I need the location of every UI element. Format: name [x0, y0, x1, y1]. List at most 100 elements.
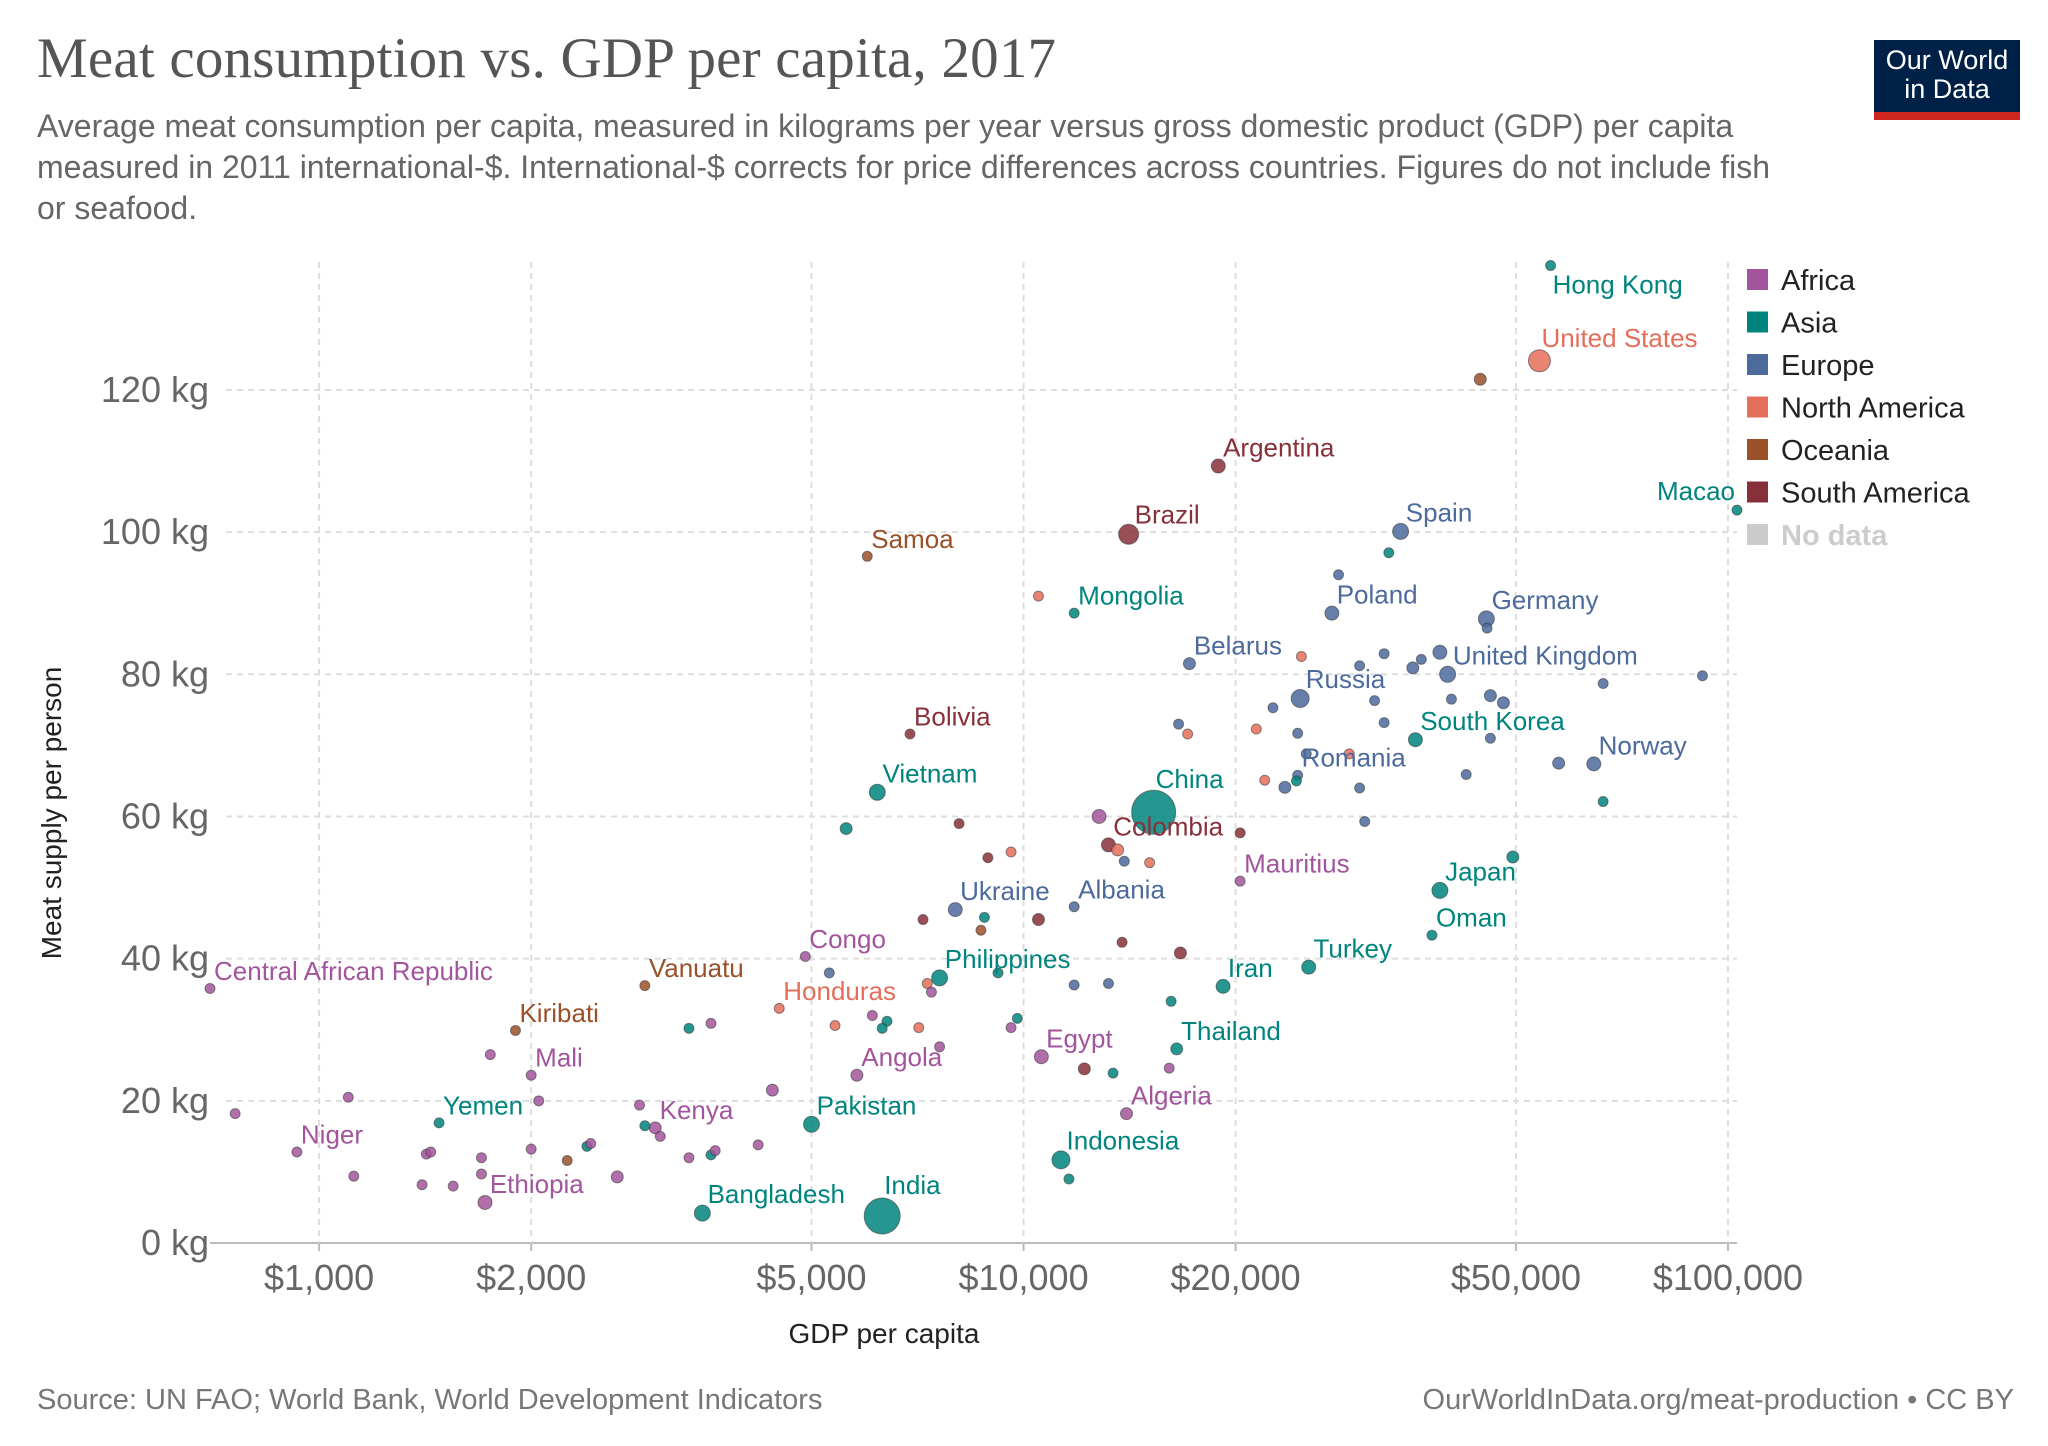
data-point[interactable]	[585, 1137, 597, 1149]
data-point[interactable]	[829, 1019, 841, 1031]
data-point[interactable]	[1354, 782, 1366, 794]
data-point[interactable]	[861, 550, 873, 562]
data-point[interactable]	[1170, 1042, 1184, 1056]
data-point[interactable]	[416, 1179, 428, 1191]
data-point[interactable]	[868, 783, 886, 801]
data-point[interactable]	[1300, 748, 1312, 760]
data-point[interactable]	[1369, 695, 1381, 707]
data-point[interactable]	[1278, 780, 1292, 794]
data-point[interactable]	[1118, 523, 1140, 545]
data-point[interactable]	[931, 969, 949, 987]
data-point[interactable]	[1343, 748, 1355, 760]
data-point[interactable]	[1102, 978, 1114, 990]
data-point[interactable]	[1031, 913, 1045, 927]
data-point[interactable]	[1165, 995, 1177, 1007]
data-point[interactable]	[913, 1022, 925, 1034]
data-point[interactable]	[525, 1143, 537, 1155]
data-point[interactable]	[475, 1152, 487, 1164]
data-point[interactable]	[1163, 1062, 1175, 1074]
data-point[interactable]	[1173, 946, 1187, 960]
data-point[interactable]	[610, 1170, 624, 1184]
data-point[interactable]	[1359, 815, 1371, 827]
data-point[interactable]	[1011, 1012, 1023, 1024]
data-point[interactable]	[953, 818, 965, 830]
data-point[interactable]	[947, 902, 963, 918]
data-point[interactable]	[1005, 846, 1017, 858]
data-point[interactable]	[1063, 1173, 1075, 1185]
data-point[interactable]	[1107, 1067, 1119, 1079]
legend-item[interactable]: North America	[1781, 393, 1966, 425]
data-point[interactable]	[975, 924, 987, 936]
legend-item[interactable]: Oceania	[1781, 435, 1890, 467]
data-point[interactable]	[1439, 665, 1457, 683]
legend-item[interactable]: Africa	[1781, 265, 1856, 297]
data-points[interactable]	[204, 260, 1743, 1235]
data-point[interactable]	[1111, 843, 1125, 857]
data-point[interactable]	[1597, 678, 1609, 690]
data-point[interactable]	[533, 1095, 545, 1107]
data-point[interactable]	[1033, 1049, 1049, 1065]
data-point[interactable]	[1267, 702, 1279, 714]
data-point[interactable]	[1597, 796, 1609, 808]
data-point[interactable]	[1290, 688, 1310, 708]
data-point[interactable]	[1696, 670, 1708, 682]
data-point[interactable]	[561, 1155, 573, 1167]
data-point[interactable]	[1333, 569, 1345, 581]
data-point[interactable]	[876, 1022, 888, 1034]
data-point[interactable]	[978, 911, 990, 923]
data-point[interactable]	[1295, 651, 1307, 663]
data-point[interactable]	[1445, 693, 1457, 705]
data-point[interactable]	[634, 1099, 646, 1111]
data-point[interactable]	[1234, 827, 1246, 839]
data-point[interactable]	[1215, 978, 1231, 994]
data-point[interactable]	[1182, 728, 1194, 740]
data-point[interactable]	[1481, 622, 1493, 634]
data-point[interactable]	[525, 1069, 537, 1081]
data-point[interactable]	[1290, 775, 1302, 787]
data-point[interactable]	[802, 1115, 820, 1133]
data-point[interactable]	[1484, 732, 1496, 744]
data-point[interactable]	[1383, 547, 1395, 559]
data-point[interactable]	[654, 1130, 666, 1142]
data-point[interactable]	[342, 1091, 354, 1103]
data-point[interactable]	[705, 1017, 717, 1029]
owid-logo[interactable]: Our World in Data	[1874, 40, 2020, 120]
data-point[interactable]	[1091, 808, 1107, 824]
data-point[interactable]	[1354, 660, 1366, 672]
legend-item[interactable]: South America	[1781, 478, 1970, 510]
data-point[interactable]	[1118, 855, 1130, 867]
data-point[interactable]	[799, 951, 811, 963]
data-point[interactable]	[1119, 1107, 1133, 1121]
data-point[interactable]	[1068, 607, 1080, 619]
legend-item[interactable]: No data	[1781, 520, 1888, 552]
data-point[interactable]	[1586, 756, 1602, 772]
data-point[interactable]	[1116, 936, 1128, 948]
data-point[interactable]	[1496, 696, 1510, 710]
legend-item[interactable]: Asia	[1781, 308, 1838, 340]
data-point[interactable]	[1426, 929, 1438, 941]
data-point[interactable]	[1545, 260, 1557, 272]
data-point[interactable]	[1392, 522, 1410, 540]
data-point[interactable]	[1068, 979, 1080, 991]
data-point[interactable]	[639, 980, 651, 992]
data-point[interactable]	[904, 728, 916, 740]
data-point[interactable]	[992, 967, 1004, 979]
data-point[interactable]	[752, 1139, 764, 1151]
data-point[interactable]	[1552, 756, 1566, 770]
data-point[interactable]	[1431, 881, 1449, 899]
data-point[interactable]	[1527, 349, 1551, 373]
data-point[interactable]	[917, 914, 929, 926]
data-point[interactable]	[1378, 717, 1390, 729]
data-point[interactable]	[1460, 769, 1472, 781]
data-point[interactable]	[1301, 959, 1317, 975]
data-point[interactable]	[484, 1049, 496, 1061]
data-point[interactable]	[1324, 605, 1340, 621]
data-point[interactable]	[1406, 661, 1420, 675]
data-point[interactable]	[447, 1180, 459, 1192]
data-point[interactable]	[1432, 644, 1448, 660]
data-point[interactable]	[1483, 689, 1497, 703]
data-point[interactable]	[1210, 458, 1226, 474]
data-point[interactable]	[1173, 718, 1185, 730]
data-point[interactable]	[291, 1146, 303, 1158]
data-point[interactable]	[1131, 789, 1177, 835]
